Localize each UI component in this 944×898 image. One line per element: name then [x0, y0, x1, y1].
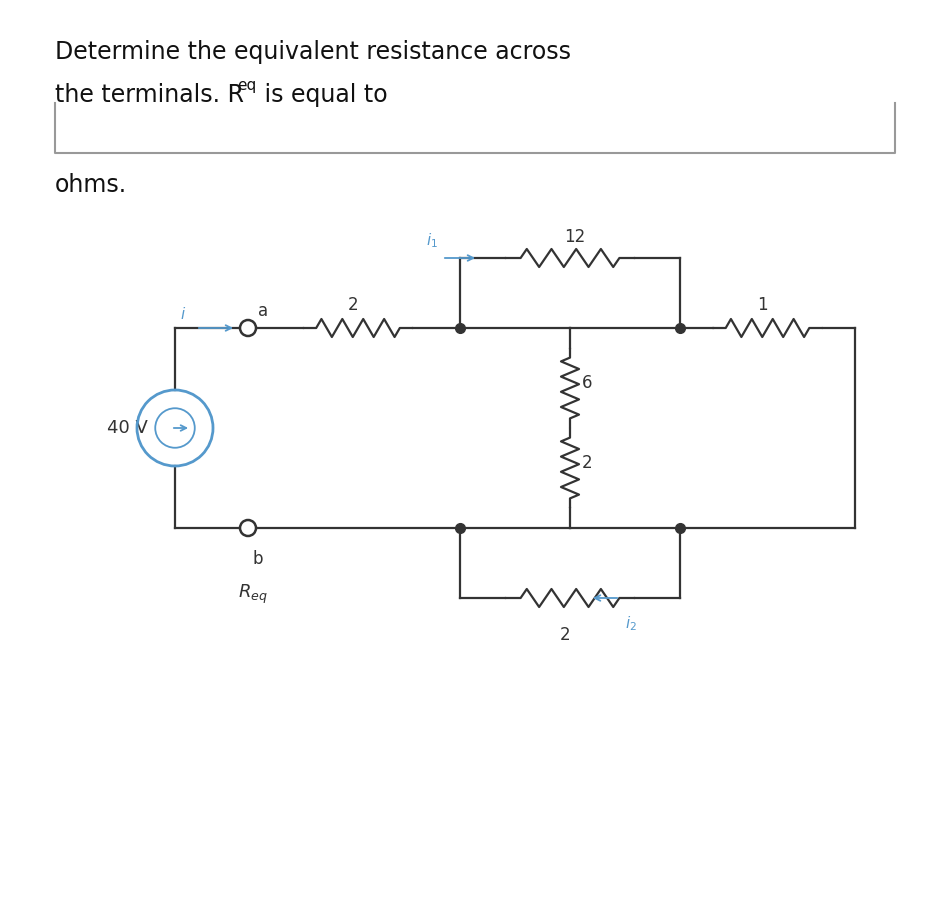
Circle shape [240, 320, 256, 336]
Text: 2: 2 [582, 454, 592, 472]
Text: is equal to: is equal to [257, 83, 387, 107]
Text: ohms.: ohms. [55, 173, 127, 197]
Text: 6: 6 [582, 374, 592, 392]
Text: 2: 2 [347, 296, 358, 314]
Text: $i_2$: $i_2$ [624, 614, 636, 633]
Text: Determine the equivalent resistance across: Determine the equivalent resistance acro… [55, 40, 570, 64]
Text: $i$: $i$ [179, 306, 186, 322]
Text: 1: 1 [756, 296, 767, 314]
Text: 2: 2 [559, 626, 570, 644]
Text: $R_{eq}$: $R_{eq}$ [238, 583, 267, 606]
Text: the terminals. R: the terminals. R [55, 83, 244, 107]
Text: 40 V: 40 V [107, 419, 147, 437]
Text: b: b [253, 550, 263, 568]
Text: eq: eq [237, 78, 256, 93]
Text: 12: 12 [564, 228, 585, 246]
Text: a: a [258, 302, 268, 320]
Text: $i_1$: $i_1$ [426, 232, 437, 250]
Circle shape [240, 520, 256, 536]
